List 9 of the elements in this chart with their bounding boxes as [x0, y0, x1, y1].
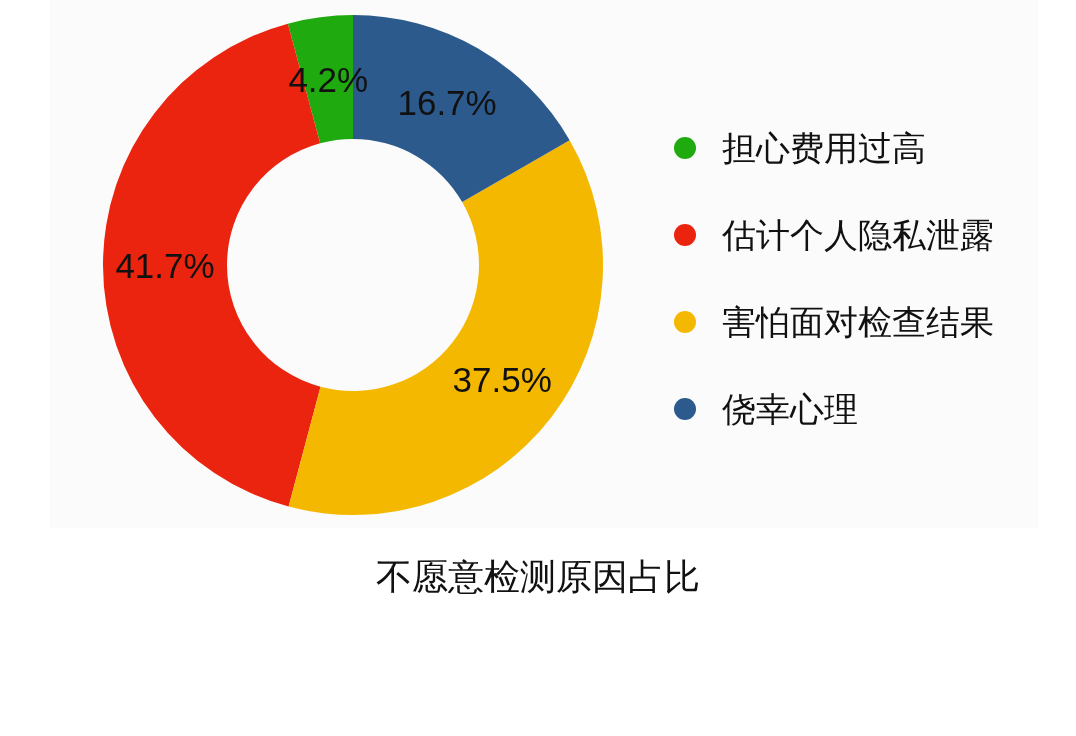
legend-label: 侥幸心理	[722, 389, 858, 428]
legend-label: 估计个人隐私泄露	[722, 215, 994, 254]
legend-label: 担心费用过高	[722, 128, 926, 167]
data-label: 41.7%	[115, 245, 215, 285]
legend-label: 害怕面对检查结果	[722, 302, 994, 341]
text: 不愿意检测原因占比	[376, 556, 700, 597]
data-label: 16.7%	[397, 82, 497, 122]
donut-slice	[288, 140, 603, 515]
data-label: 37.5%	[452, 359, 552, 399]
